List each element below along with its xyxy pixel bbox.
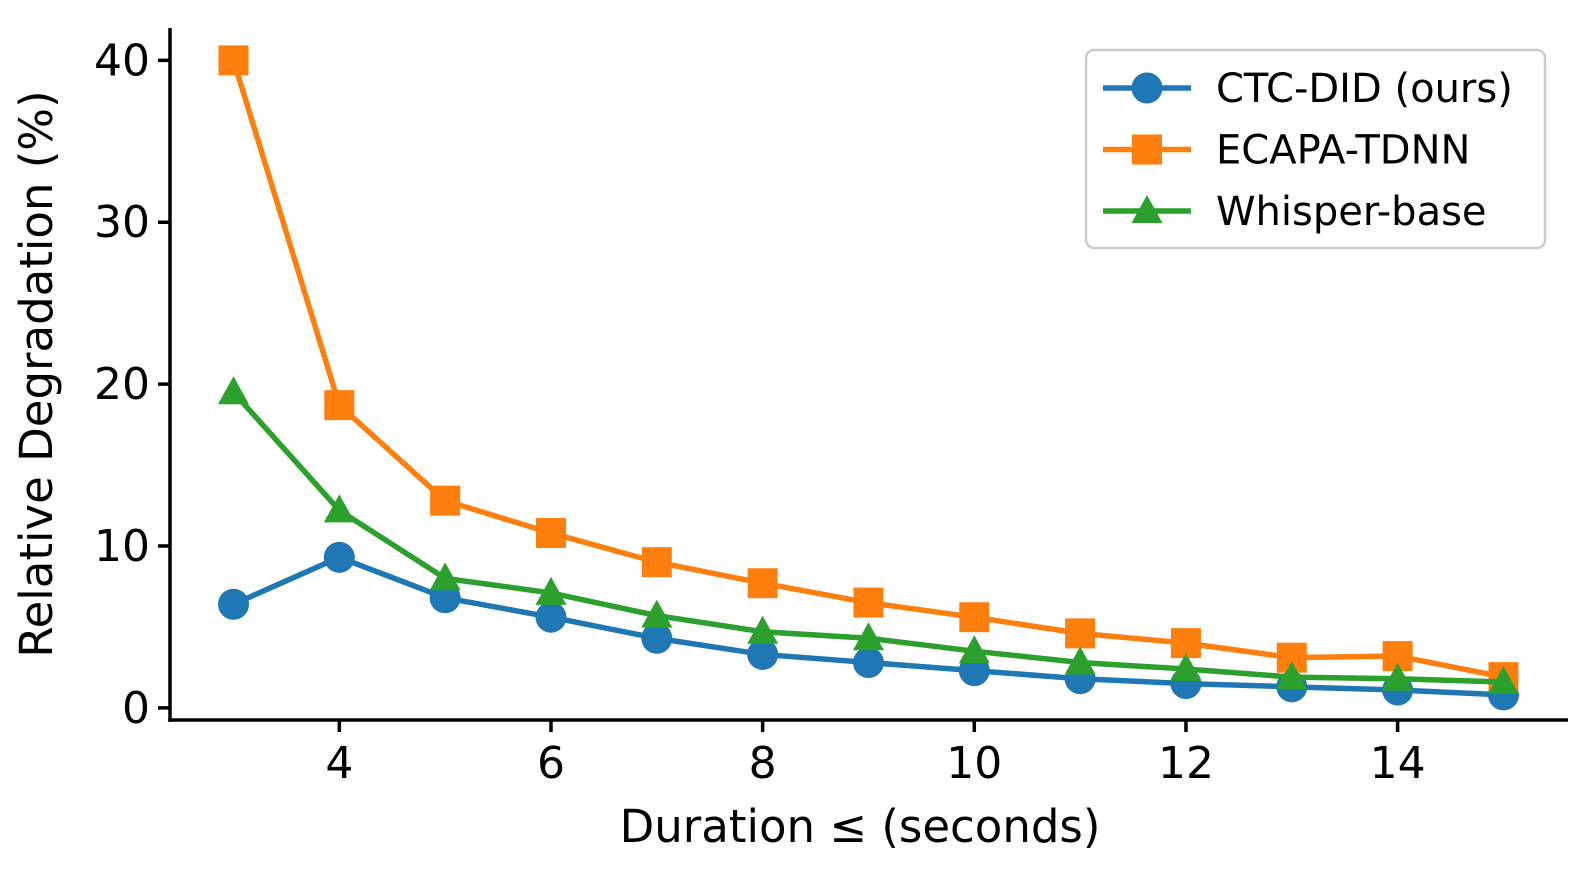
- square-marker-icon: [1132, 134, 1162, 165]
- triangle-marker-icon: [1131, 195, 1163, 223]
- data-point-marker: [1382, 662, 1414, 691]
- x-tick-label: 12: [1158, 738, 1214, 789]
- y-axis-label: Relative Degradation (%): [10, 90, 63, 657]
- data-point-marker: [323, 494, 355, 523]
- data-point-marker: [1276, 661, 1308, 690]
- x-tick-label: 6: [537, 738, 565, 789]
- y-tick-label: 20: [94, 359, 150, 410]
- y-tick-label: 0: [122, 683, 150, 734]
- data-point-marker: [747, 638, 779, 670]
- data-point-marker: [535, 601, 567, 633]
- legend-item: Whisper-base: [1103, 189, 1487, 235]
- circle-marker-icon: [1131, 72, 1163, 104]
- data-point-marker: [535, 518, 566, 549]
- data-point-marker: [959, 602, 990, 633]
- data-point-marker: [323, 541, 355, 573]
- legend-label: ECAPA-TDNN: [1216, 128, 1470, 174]
- x-tick-label: 8: [749, 738, 777, 789]
- x-tick-label: 10: [946, 738, 1002, 789]
- legend-item: CTC-DID (ours): [1103, 66, 1513, 112]
- data-point-marker: [1487, 665, 1519, 694]
- data-point-marker: [535, 576, 567, 605]
- legend-label: Whisper-base: [1216, 189, 1487, 235]
- data-point-marker: [217, 376, 249, 405]
- data-point-marker: [958, 635, 990, 664]
- data-point-marker: [1065, 618, 1096, 649]
- x-tick-label: 14: [1370, 738, 1426, 789]
- y-tick-label: 30: [94, 197, 150, 248]
- data-point-marker: [430, 485, 461, 516]
- data-point-marker: [747, 615, 779, 644]
- data-point-marker: [853, 587, 884, 618]
- data-point-marker: [218, 45, 249, 76]
- y-tick-label: 40: [94, 35, 150, 86]
- data-point-marker: [747, 568, 778, 599]
- data-point-marker: [641, 622, 673, 654]
- data-point-marker: [641, 547, 672, 578]
- legend-item: ECAPA-TDNN: [1103, 128, 1470, 174]
- data-point-marker: [217, 588, 249, 620]
- data-point-marker: [324, 390, 355, 421]
- data-point-marker: [852, 647, 884, 679]
- legend-label: CTC-DID (ours): [1216, 66, 1513, 112]
- data-point-marker: [641, 599, 673, 628]
- data-point-marker: [1064, 646, 1096, 675]
- series-whisper-base: [217, 376, 1519, 694]
- data-point-marker: [429, 562, 461, 591]
- x-tick-label: 4: [325, 738, 353, 789]
- y-tick-label: 10: [94, 521, 150, 572]
- legend: CTC-DID (ours) ECAPA-TDNN Whisper-base: [1084, 48, 1547, 250]
- legend-box: [1084, 48, 1547, 250]
- x-axis-label: Duration ≤ (seconds): [620, 800, 1101, 853]
- data-point-marker: [852, 622, 884, 651]
- data-point-marker: [1170, 653, 1202, 682]
